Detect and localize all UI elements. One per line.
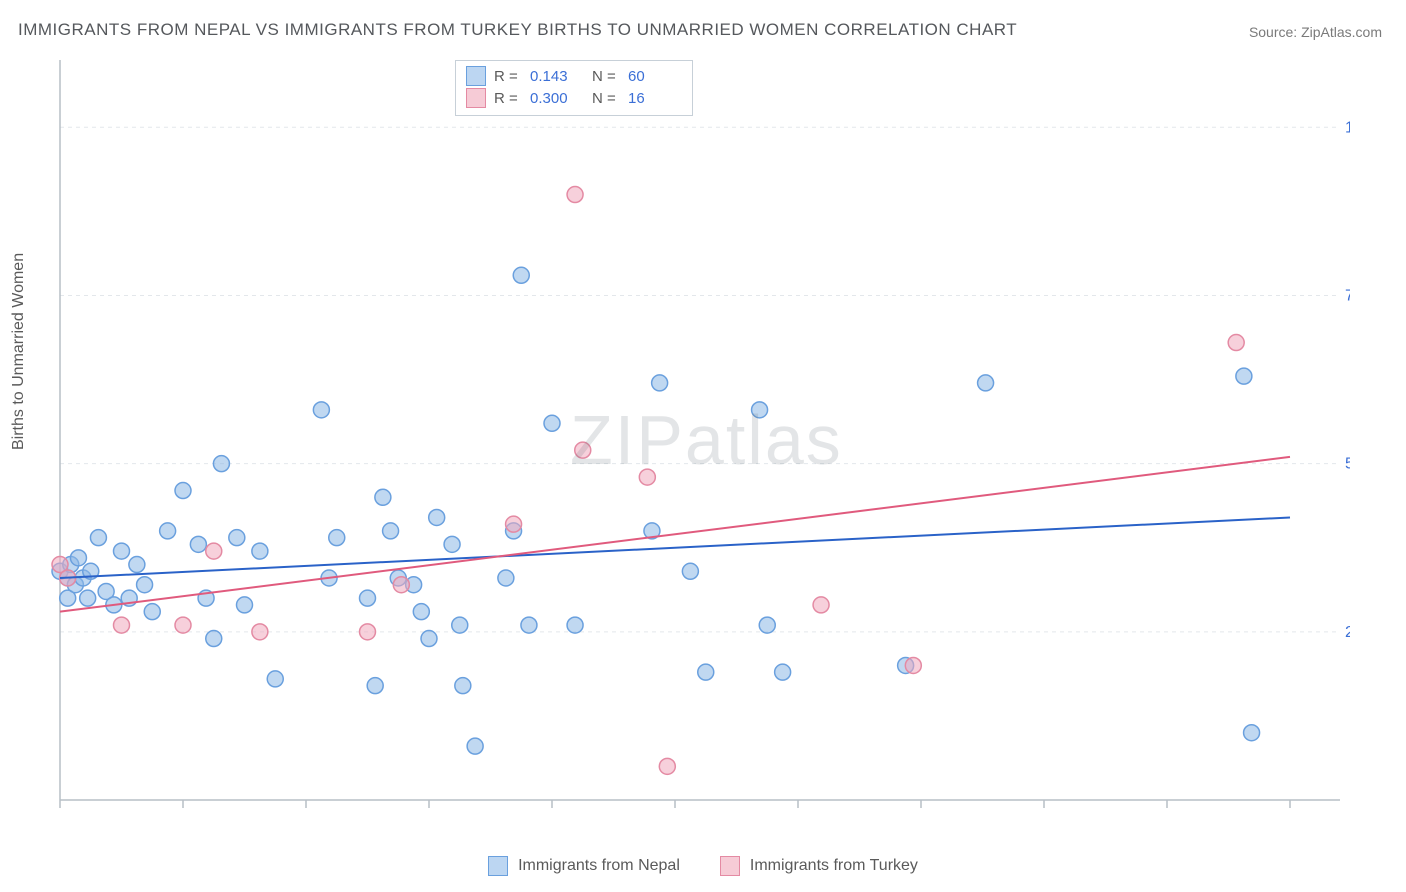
legend-swatch-icon [466,66,486,86]
svg-text:25.0%: 25.0% [1345,624,1350,641]
source-attribution: Source: ZipAtlas.com [1249,24,1382,40]
svg-text:75.0%: 75.0% [1345,287,1350,304]
series-legend: Immigrants from Nepal Immigrants from Tu… [0,856,1406,876]
legend-r-label: R = [494,68,522,85]
legend-item: Immigrants from Nepal [488,856,680,876]
y-axis-label: Births to Unmarried Women [10,253,28,450]
legend-item: Immigrants from Turkey [720,856,918,876]
chart-title: IMMIGRANTS FROM NEPAL VS IMMIGRANTS FROM… [18,20,1017,40]
legend-n-label: N = [592,90,620,107]
legend-item-label: Immigrants from Turkey [750,857,918,875]
legend-r-label: R = [494,90,522,107]
legend-swatch-icon [720,856,740,876]
chart-plot: 25.0% 50.0% 75.0% 100.0% [50,60,1350,820]
legend-r-value: 0.300 [530,90,584,107]
legend-row: R = 0.300 N = 16 [466,87,682,109]
legend-row: R = 0.143 N = 60 [466,65,682,87]
legend-item-label: Immigrants from Nepal [518,857,680,875]
legend-n-label: N = [592,68,620,85]
correlation-legend: R = 0.143 N = 60 R = 0.300 N = 16 [455,60,693,116]
legend-n-value: 16 [628,90,682,107]
legend-n-value: 60 [628,68,682,85]
svg-text:50.0%: 50.0% [1345,456,1350,473]
svg-text:100.0%: 100.0% [1345,119,1350,136]
legend-swatch-icon [466,88,486,108]
chart-svg: 25.0% 50.0% 75.0% 100.0% [50,60,1350,820]
legend-swatch-icon [488,856,508,876]
legend-r-value: 0.143 [530,68,584,85]
